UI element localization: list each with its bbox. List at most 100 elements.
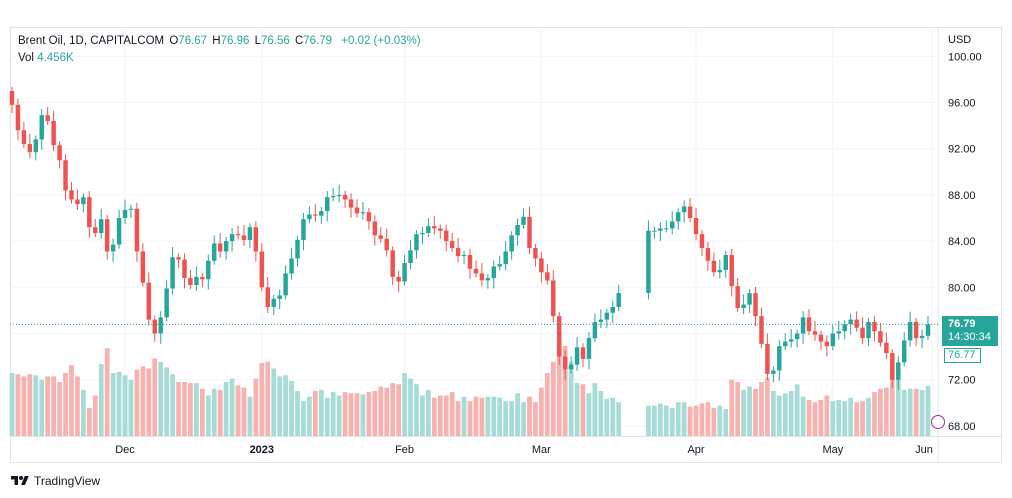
volume-bar	[652, 405, 657, 436]
volume-bar	[295, 391, 300, 436]
volume-bar	[372, 391, 378, 436]
volume-bar	[925, 385, 931, 436]
volume-bar	[776, 395, 782, 436]
volume-bar	[182, 382, 187, 436]
candle-body	[717, 269, 723, 273]
candle-body	[925, 324, 931, 336]
candle-body	[818, 334, 824, 342]
volume-bar	[872, 392, 877, 436]
volume-bar	[824, 395, 830, 436]
candle-body	[170, 257, 175, 289]
volume-bar	[425, 389, 431, 436]
volume-bar	[33, 375, 39, 436]
candle-body	[229, 234, 235, 242]
volume-bar	[307, 396, 312, 436]
volume-bar	[229, 378, 235, 436]
candle-body	[152, 319, 157, 334]
ohlc-legend: Brent Oil, 1D, CAPITALCOM O76.67 H76.96 …	[18, 35, 421, 47]
volume-bar	[580, 384, 586, 436]
volume-bar	[675, 402, 681, 436]
candle-body	[527, 216, 532, 249]
volume-bar	[616, 402, 622, 436]
volume-bar	[194, 383, 199, 436]
volume-bar	[485, 396, 491, 436]
candle-body	[907, 321, 913, 341]
volume-bar	[598, 391, 604, 436]
volume-bar	[265, 361, 271, 436]
volume-bar	[69, 365, 74, 436]
y-tick-label: 92.00	[948, 144, 976, 156]
volume-bar	[21, 376, 27, 436]
candle-body	[271, 298, 276, 307]
candle-body	[307, 214, 312, 220]
volume-bar	[729, 379, 735, 436]
alert-circle-icon[interactable]	[931, 415, 945, 429]
candle-body	[116, 218, 122, 245]
candle-body	[164, 288, 169, 318]
candle-body	[765, 343, 770, 374]
volume-bar	[497, 397, 503, 436]
currency-label[interactable]: USD	[948, 34, 972, 46]
volume-bar	[146, 368, 152, 436]
candle-body	[729, 254, 734, 287]
volume-bar	[604, 398, 610, 436]
volume-bar	[681, 402, 687, 436]
candle-body	[259, 251, 265, 288]
candle-body	[503, 251, 508, 265]
candle-body	[15, 104, 21, 131]
volume-title[interactable]: Vol	[18, 52, 34, 64]
volume-bar	[830, 401, 836, 436]
volume-bar	[812, 402, 818, 436]
candle-body	[913, 321, 919, 339]
volume-bar	[396, 384, 402, 436]
candle-body	[325, 197, 330, 212]
volume-bar	[217, 389, 223, 436]
volume-bar	[878, 388, 883, 436]
candle-body	[509, 235, 514, 252]
volume-bar	[770, 391, 776, 436]
candle-body	[194, 276, 199, 285]
candle-body	[670, 221, 675, 229]
volume-bar	[669, 407, 675, 436]
candle-body	[866, 321, 871, 339]
candle-body	[45, 115, 50, 121]
candle-body	[711, 260, 717, 273]
volume-bar	[408, 378, 413, 436]
volume-bar	[247, 396, 253, 436]
symbol-title[interactable]: Brent Oil, 1D, CAPITALCOM	[18, 35, 165, 47]
candle-body	[860, 327, 865, 339]
volume-bar	[330, 392, 336, 436]
brand-footer[interactable]: TradingView	[10, 472, 100, 490]
volume-bar	[895, 378, 901, 436]
volume-legend: Vol 4.456K	[18, 52, 74, 64]
last-price-tag: 76.79 14:30:34	[942, 316, 998, 346]
volume-bar	[527, 396, 532, 436]
candle-body	[854, 319, 859, 328]
candle-body	[372, 221, 378, 236]
candle-body	[140, 251, 146, 283]
candle-body	[890, 353, 895, 380]
close-price-tag: 76.77	[944, 348, 981, 363]
candle-body	[747, 293, 752, 305]
candle-body	[652, 230, 657, 232]
close-value: 76.79	[303, 35, 333, 47]
volume-bar	[57, 382, 62, 436]
change-value: +0.02 (+0.03%)	[341, 35, 421, 47]
candle-body	[586, 338, 592, 359]
volume-bar	[646, 405, 651, 436]
volume-bar	[794, 384, 800, 436]
volume-bar	[176, 382, 181, 436]
candle-body	[241, 235, 247, 240]
volume-bar	[562, 346, 568, 436]
low-key: L	[254, 35, 261, 47]
candle-body	[57, 145, 62, 161]
volume-bar	[253, 378, 259, 436]
volume-bar	[110, 373, 116, 436]
candle-body	[771, 370, 776, 374]
volume-bar	[687, 406, 693, 436]
volume-bar	[663, 405, 669, 436]
volume-bar	[86, 407, 92, 436]
volume-bar	[788, 391, 794, 436]
tradingview-logo-icon	[11, 476, 29, 485]
